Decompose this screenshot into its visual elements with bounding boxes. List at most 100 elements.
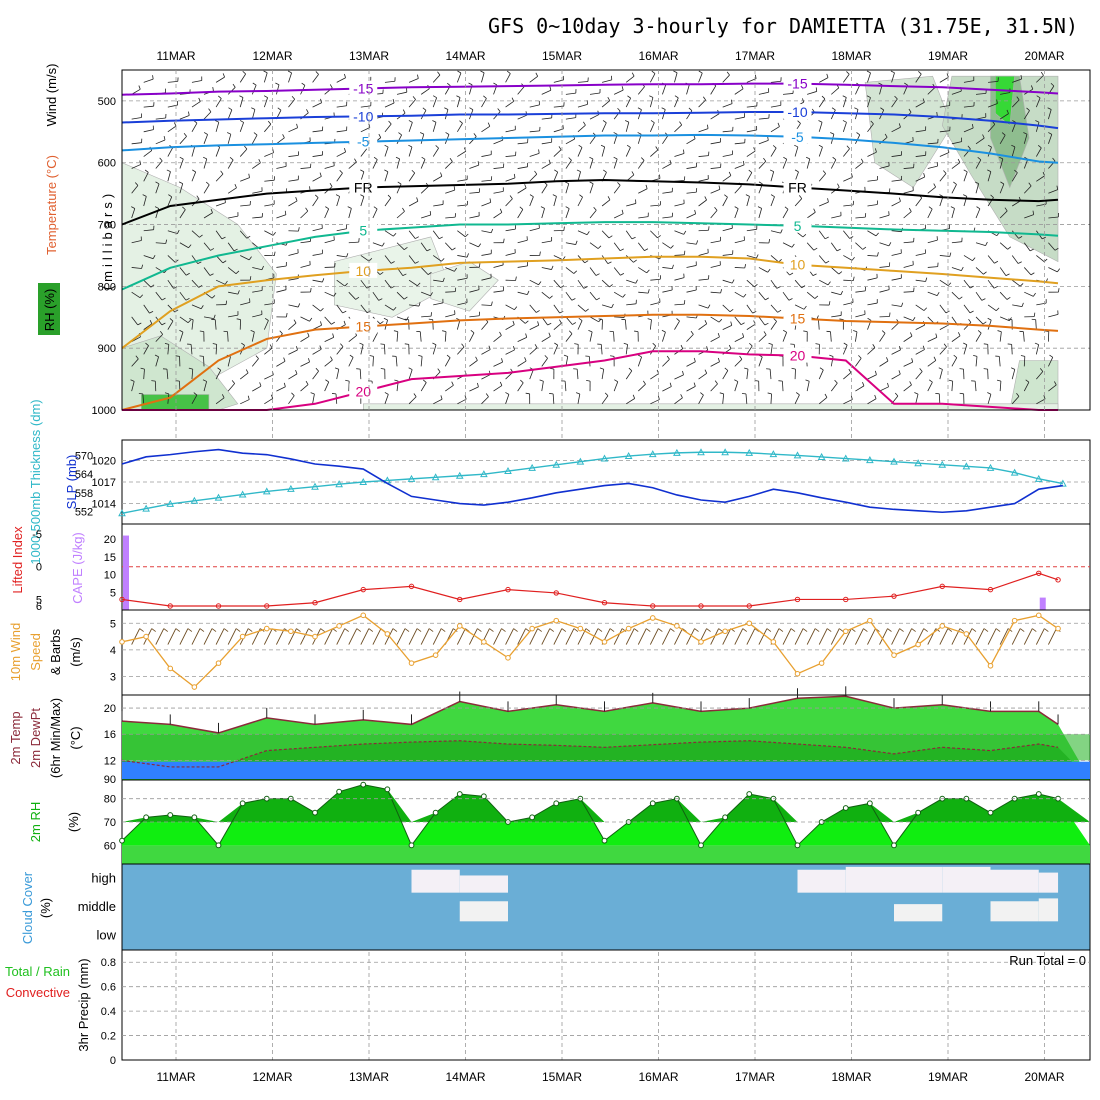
upper-barb-feather <box>421 156 426 160</box>
upper-barb-staff <box>433 175 443 182</box>
upper-barb-staff <box>662 242 671 249</box>
upper-barb-staff <box>155 117 166 120</box>
upper-barb-staff <box>251 331 255 342</box>
upper-barb-staff <box>481 396 489 405</box>
upper-barb-staff <box>1035 122 1040 132</box>
upper-barb-staff <box>963 279 971 289</box>
upper-barb-staff <box>493 264 504 268</box>
upper-barb-feather <box>432 342 437 346</box>
upper-barb-feather <box>641 157 645 161</box>
upper-barb-feather <box>704 369 708 374</box>
wind10-barb <box>903 628 913 645</box>
slp-ytick: 1014 <box>92 499 116 511</box>
upper-barb-staff <box>457 230 466 238</box>
upper-barb-staff <box>770 344 773 355</box>
upper-barb-feather <box>239 120 244 123</box>
wind10-barb <box>1047 628 1057 645</box>
upper-barb-staff <box>456 72 462 83</box>
upper-barb-staff <box>794 304 805 310</box>
wind10-speed-marker <box>770 639 777 645</box>
upper-barb-staff <box>456 123 463 133</box>
upper-barb-feather <box>442 277 445 282</box>
thickness-marker <box>938 460 947 468</box>
upper-barb-staff <box>179 136 187 145</box>
upper-barb-staff <box>493 167 504 169</box>
upper-barb-staff <box>432 74 441 83</box>
label-2m-temp-units: (°C) <box>68 726 83 749</box>
upper-barb-feather <box>856 132 861 136</box>
upper-barb-feather <box>244 145 248 150</box>
upper-barb-feather <box>772 145 777 149</box>
upper-barb-feather <box>828 301 831 306</box>
upper-barb-feather <box>515 276 517 281</box>
wind10-barb-feather <box>887 628 892 632</box>
upper-barb-feather <box>957 158 961 163</box>
upper-barb-staff <box>395 356 398 367</box>
upper-barb-feather <box>198 284 203 288</box>
upper-barb-feather <box>958 296 963 300</box>
wind10-barb <box>420 628 430 645</box>
upper-barb-feather <box>524 357 527 362</box>
wind10-speed-marker <box>674 623 680 629</box>
upper-barb-staff <box>818 319 820 330</box>
wind10-barb-feather <box>175 628 181 632</box>
upper-barb-staff <box>638 216 649 219</box>
top-date-label: 12MAR <box>252 49 292 63</box>
upper-barb-staff <box>1024 214 1034 219</box>
upper-barb-staff <box>746 255 757 259</box>
wind10-speed-marker <box>505 655 511 661</box>
upper-barb-staff <box>372 291 379 301</box>
wind10-speed-marker <box>360 612 367 619</box>
upper-barb-feather <box>440 395 443 400</box>
upper-barb-staff <box>384 171 389 182</box>
upper-barb-feather <box>626 144 631 148</box>
upper-barb-staff <box>987 279 995 289</box>
upper-barb-feather <box>571 298 576 301</box>
top-date-label: 18MAR <box>831 49 871 63</box>
upper-barb-feather <box>335 194 340 197</box>
upper-barb-feather <box>343 73 346 78</box>
upper-barb-staff <box>215 147 221 157</box>
upper-barb-staff <box>324 208 330 219</box>
upper-barb-feather <box>412 96 416 100</box>
upper-barb-feather <box>573 270 578 274</box>
upper-barb-staff <box>252 216 263 219</box>
upper-barb-staff <box>686 213 696 219</box>
upper-barb-feather <box>852 276 855 281</box>
upper-barb-staff <box>734 208 739 219</box>
upper-barb-staff <box>650 230 658 239</box>
run-total-label: Run Total = 0 <box>1009 953 1086 968</box>
upper-barb-staff <box>746 304 753 314</box>
upper-barb-feather <box>791 367 796 370</box>
contour-label-bg <box>349 383 378 399</box>
upper-barb-staff <box>879 360 889 367</box>
upper-barb-staff <box>577 171 581 182</box>
wind10-barb-feather <box>646 628 651 632</box>
upper-barb-staff <box>300 384 309 392</box>
upper-barb-staff <box>276 165 287 169</box>
upper-barb-feather <box>1057 268 1061 273</box>
upper-barb-staff <box>312 130 323 133</box>
upper-barb-staff <box>879 386 889 392</box>
upper-barb-feather <box>549 86 552 91</box>
upper-barb-feather <box>894 392 899 397</box>
upper-barb-feather <box>585 308 589 312</box>
upper-barb-staff <box>867 277 878 281</box>
upper-barb-staff <box>324 336 334 342</box>
upper-barb-staff <box>179 267 187 276</box>
upper-barb-staff <box>879 289 890 293</box>
upper-barb-staff <box>601 255 609 264</box>
upper-barb-staff <box>770 279 778 289</box>
upper-barb-feather <box>159 330 163 335</box>
temp-contour-label: -5 <box>357 134 370 150</box>
upper-barb-staff <box>770 196 775 207</box>
upper-barb-feather <box>1016 96 1020 101</box>
cloud-clear-cell <box>459 875 508 893</box>
upper-barb-staff <box>770 230 781 234</box>
upper-barb-staff <box>1048 314 1059 318</box>
wind10-barb <box>613 628 623 645</box>
wind10-barb-feather <box>247 628 253 632</box>
upper-barb-feather <box>923 172 926 178</box>
wind10-barb-feather <box>489 628 494 632</box>
upper-barb-feather <box>560 285 565 289</box>
